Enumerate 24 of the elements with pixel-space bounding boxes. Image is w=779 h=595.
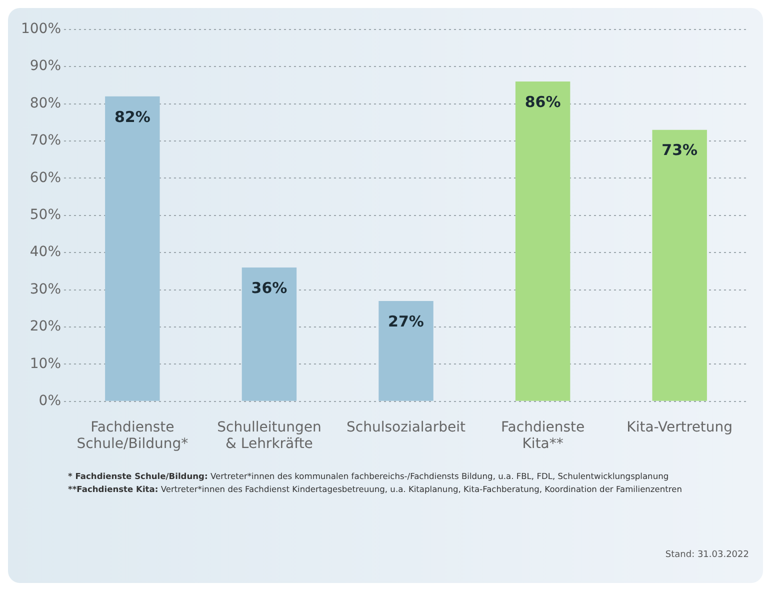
text: * Fachdienste Schule/Bildung: Vertreter*innen des kommunalen fachbereichs-/Fachdiensts Bildung, u.a. FBL, FDL, Schulentwicklungsplanung — [68, 471, 669, 481]
y-tick-label: 0% — [38, 393, 62, 410]
y-tick-label: 100% — [20, 21, 62, 38]
x-tick-label: Fachdienste Kita** — [501, 419, 585, 452]
y-tick-label: 80% — [30, 95, 62, 112]
y-tick-label: 10% — [30, 356, 62, 372]
y-tick-label: 50% — [30, 207, 62, 224]
data-label: 27% — [388, 312, 424, 330]
data-label: 36% — [251, 278, 288, 297]
y-tick-label: 70% — [30, 132, 62, 149]
x-tick-label: Schulsozialarbeit — [346, 419, 466, 436]
text: Stand: 31.03.2022 — [665, 550, 749, 560]
y-tick-label: 20% — [30, 318, 62, 335]
x-tick-label: Kita-Vertretung — [626, 419, 733, 436]
y-tick-label: 40% — [30, 244, 62, 260]
data-label: 82% — [114, 108, 150, 126]
y-tick-label: 90% — [30, 58, 62, 74]
data-label: 86% — [524, 92, 561, 111]
x-tick-label: Schulleitungen & Lehrkräfte — [217, 419, 322, 452]
x-tick-label: Fachdienste Schule/Bildung* — [76, 419, 188, 452]
text: **Fachdienste Kita: Vertreter*innen des Fachdienst Kindertagesbetreuung, u.a. Kitaplanung, Kita-Fachberatung, Koordination der Familienzentren — [68, 484, 682, 494]
data-label: 73% — [662, 141, 698, 160]
y-tick-label: 30% — [30, 281, 62, 298]
y-tick-label: 60% — [30, 170, 62, 186]
